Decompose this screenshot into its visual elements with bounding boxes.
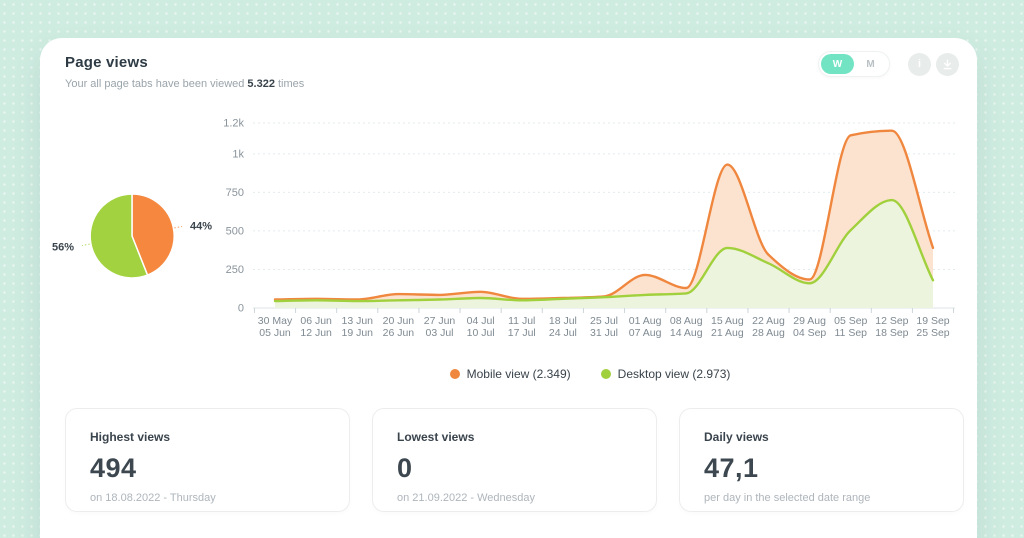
pie-slice-label: 56%	[52, 241, 74, 253]
x-axis-label: 25 Jul	[590, 315, 618, 327]
x-axis-label: 25 Sep	[916, 327, 949, 339]
x-axis-label: 01 Aug	[629, 315, 662, 327]
widget-header: Page views Your all page tabs have been …	[65, 54, 304, 90]
y-axis-label: 1k	[232, 148, 244, 160]
x-axis-label: 08 Aug	[670, 315, 703, 327]
info-button[interactable]: i	[908, 52, 931, 76]
legend-dot-mobile-icon	[449, 369, 460, 379]
x-axis-label: 21 Aug	[711, 327, 744, 339]
stat-cards: Highest views 494 on 18.08.2022 - Thursd…	[65, 408, 964, 512]
mobile-view-line	[273, 129, 935, 301]
stat-title: Daily views	[704, 430, 769, 444]
x-axis-label: 20 Jun	[383, 315, 415, 327]
x-axis-label: 11 Sep	[835, 327, 868, 339]
pie-slice-label: 44%	[190, 221, 212, 233]
stat-value: 47,1	[704, 453, 759, 483]
x-axis-label: 27 Jun	[424, 315, 456, 327]
x-axis-label: 10 Jul	[467, 327, 495, 339]
stat-subtitle: on 21.09.2022 - Wednesday	[397, 492, 536, 504]
legend-item-mobile[interactable]: Mobile view (2.349)	[449, 367, 571, 381]
desktop-view-line	[273, 198, 935, 303]
pie-label-leader	[174, 225, 183, 229]
legend-dot-desktop-icon	[600, 369, 611, 379]
pie-label-leader	[81, 243, 90, 247]
widget-controls: W M i	[818, 51, 959, 77]
x-axis-label: 28 Aug	[752, 327, 785, 339]
stat-subtitle: per day in the selected date range	[704, 492, 871, 504]
pie-slice-mobile-view	[131, 193, 175, 277]
legend-label-desktop: Desktop view (2.973)	[617, 367, 731, 381]
page-views-widget: Page views Your all page tabs have been …	[40, 38, 977, 538]
x-axis-label: 14 Aug	[670, 327, 703, 339]
x-axis-label: 04 Jul	[467, 315, 495, 327]
x-axis-label: 24 Jul	[549, 327, 577, 339]
subtitle-prefix: Your all page tabs have been viewed	[65, 78, 245, 90]
x-axis-label: 19 Sep	[916, 315, 949, 327]
x-axis-label: 05 Sep	[834, 315, 867, 327]
x-axis-label: 07 Aug	[629, 327, 662, 339]
x-axis-label: 11 Jul	[508, 315, 535, 327]
period-toggle: W M	[818, 51, 890, 77]
y-axis-label: 750	[226, 187, 244, 199]
stat-value: 0	[397, 453, 413, 483]
x-axis-label: 18 Jul	[549, 315, 577, 327]
x-axis-label: 26 Jun	[383, 327, 415, 339]
x-axis-label: 17 Jul	[508, 327, 536, 339]
legend-label-mobile: Mobile view (2.349)	[466, 367, 571, 381]
x-axis-label: 03 Jul	[425, 327, 453, 339]
x-axis-label: 13 Jun	[341, 315, 373, 327]
pie-slice-desktop-view	[89, 193, 149, 279]
x-axis-label: 05 Jun	[259, 327, 291, 339]
x-axis-label: 22 Aug	[752, 315, 785, 327]
y-axis-label: 1.2k	[223, 118, 244, 130]
download-button[interactable]	[936, 52, 959, 76]
info-icon: i	[917, 57, 922, 70]
stat-subtitle: on 18.08.2022 - Thursday	[90, 492, 216, 504]
pie-chart: 44% 56%	[52, 193, 212, 279]
y-axis-label: 500	[226, 225, 244, 237]
x-axis-label: 18 Sep	[875, 327, 908, 339]
stat-card-daily-views: Daily views 47,1 per day in the selected…	[679, 408, 964, 512]
x-axis-label: 12 Sep	[875, 315, 908, 327]
x-axis-label: 04 Sep	[793, 327, 826, 339]
x-axis-label: 29 Aug	[793, 315, 826, 327]
stat-card-highest-views: Highest views 494 on 18.08.2022 - Thursd…	[65, 408, 350, 512]
total-views-count: 5.322	[247, 78, 275, 90]
download-icon	[942, 59, 953, 70]
stat-value: 494	[90, 453, 137, 483]
subtitle-suffix: times	[277, 78, 305, 90]
x-axis-label: 30 May	[258, 315, 293, 327]
stat-card-lowest-views: Lowest views 0 on 21.09.2022 - Wednesday	[372, 408, 657, 512]
y-axis-label: 0	[238, 303, 244, 315]
desktop-view-area	[275, 200, 933, 308]
x-axis-label: 31 Jul	[590, 327, 618, 339]
week-toggle-button[interactable]: W	[821, 54, 854, 74]
page-subtitle: Your all page tabs have been viewed 5.322…	[65, 78, 304, 90]
x-axis-label: 19 Jun	[341, 327, 373, 339]
stat-title: Highest views	[90, 430, 171, 444]
chart-legend: Mobile view (2.349) Desktop view (2.973)	[210, 367, 970, 381]
legend-item-desktop[interactable]: Desktop view (2.973)	[600, 367, 731, 381]
stat-title: Lowest views	[397, 430, 475, 444]
month-toggle-button[interactable]: M	[854, 54, 887, 74]
x-axis-label: 06 Jun	[300, 315, 332, 327]
x-axis-label: 12 Jun	[300, 327, 332, 339]
y-axis-label: 250	[226, 264, 244, 276]
page-title: Page views	[65, 54, 148, 71]
x-axis-label: 15 Aug	[711, 315, 744, 327]
